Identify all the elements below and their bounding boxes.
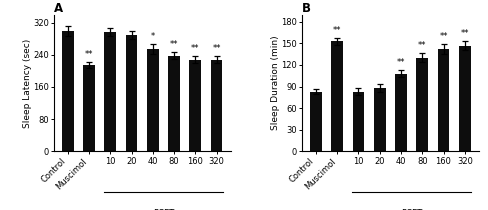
Bar bbox=[61, 31, 73, 151]
Bar bbox=[146, 49, 158, 151]
Bar bbox=[394, 74, 406, 151]
Bar bbox=[210, 60, 222, 151]
Bar bbox=[437, 49, 448, 151]
Bar bbox=[373, 88, 385, 151]
Text: 160: 160 bbox=[187, 157, 203, 166]
Y-axis label: Sleep Latency (sec): Sleep Latency (sec) bbox=[22, 38, 32, 127]
Text: 40: 40 bbox=[395, 157, 406, 166]
Bar bbox=[104, 32, 116, 151]
Text: 80: 80 bbox=[168, 157, 179, 166]
Bar bbox=[415, 58, 427, 151]
Bar bbox=[189, 60, 201, 151]
Bar bbox=[83, 65, 95, 151]
Bar bbox=[309, 92, 321, 151]
Bar bbox=[352, 92, 364, 151]
Y-axis label: Sleep Duration (min): Sleep Duration (min) bbox=[270, 36, 279, 130]
Text: 80: 80 bbox=[416, 157, 427, 166]
Text: B: B bbox=[301, 2, 310, 15]
Text: Muscimol: Muscimol bbox=[55, 157, 89, 191]
Text: **: ** bbox=[169, 41, 178, 49]
Text: 320: 320 bbox=[456, 157, 472, 166]
Text: **: ** bbox=[332, 26, 341, 35]
Text: **: ** bbox=[191, 45, 199, 54]
Bar bbox=[125, 35, 137, 151]
Text: **: ** bbox=[417, 42, 426, 50]
Text: *: * bbox=[150, 32, 155, 41]
Text: **: ** bbox=[84, 50, 93, 59]
Text: **: ** bbox=[460, 29, 468, 38]
Bar bbox=[168, 56, 180, 151]
Text: 160: 160 bbox=[435, 157, 450, 166]
Text: 10: 10 bbox=[105, 157, 115, 166]
Text: **: ** bbox=[212, 44, 221, 53]
Text: PCET: PCET bbox=[400, 209, 421, 210]
Text: 10: 10 bbox=[352, 157, 363, 166]
Text: Muscimol: Muscimol bbox=[302, 157, 336, 191]
Text: 40: 40 bbox=[147, 157, 158, 166]
Text: **: ** bbox=[438, 32, 447, 41]
Text: Control: Control bbox=[287, 157, 315, 185]
Text: A: A bbox=[54, 2, 63, 15]
Text: 20: 20 bbox=[374, 157, 384, 166]
Text: 320: 320 bbox=[208, 157, 224, 166]
Bar bbox=[330, 41, 342, 151]
Text: 20: 20 bbox=[126, 157, 137, 166]
Text: Control: Control bbox=[40, 157, 67, 185]
Text: PCET: PCET bbox=[152, 209, 174, 210]
Text: **: ** bbox=[396, 58, 405, 67]
Bar bbox=[458, 46, 469, 151]
